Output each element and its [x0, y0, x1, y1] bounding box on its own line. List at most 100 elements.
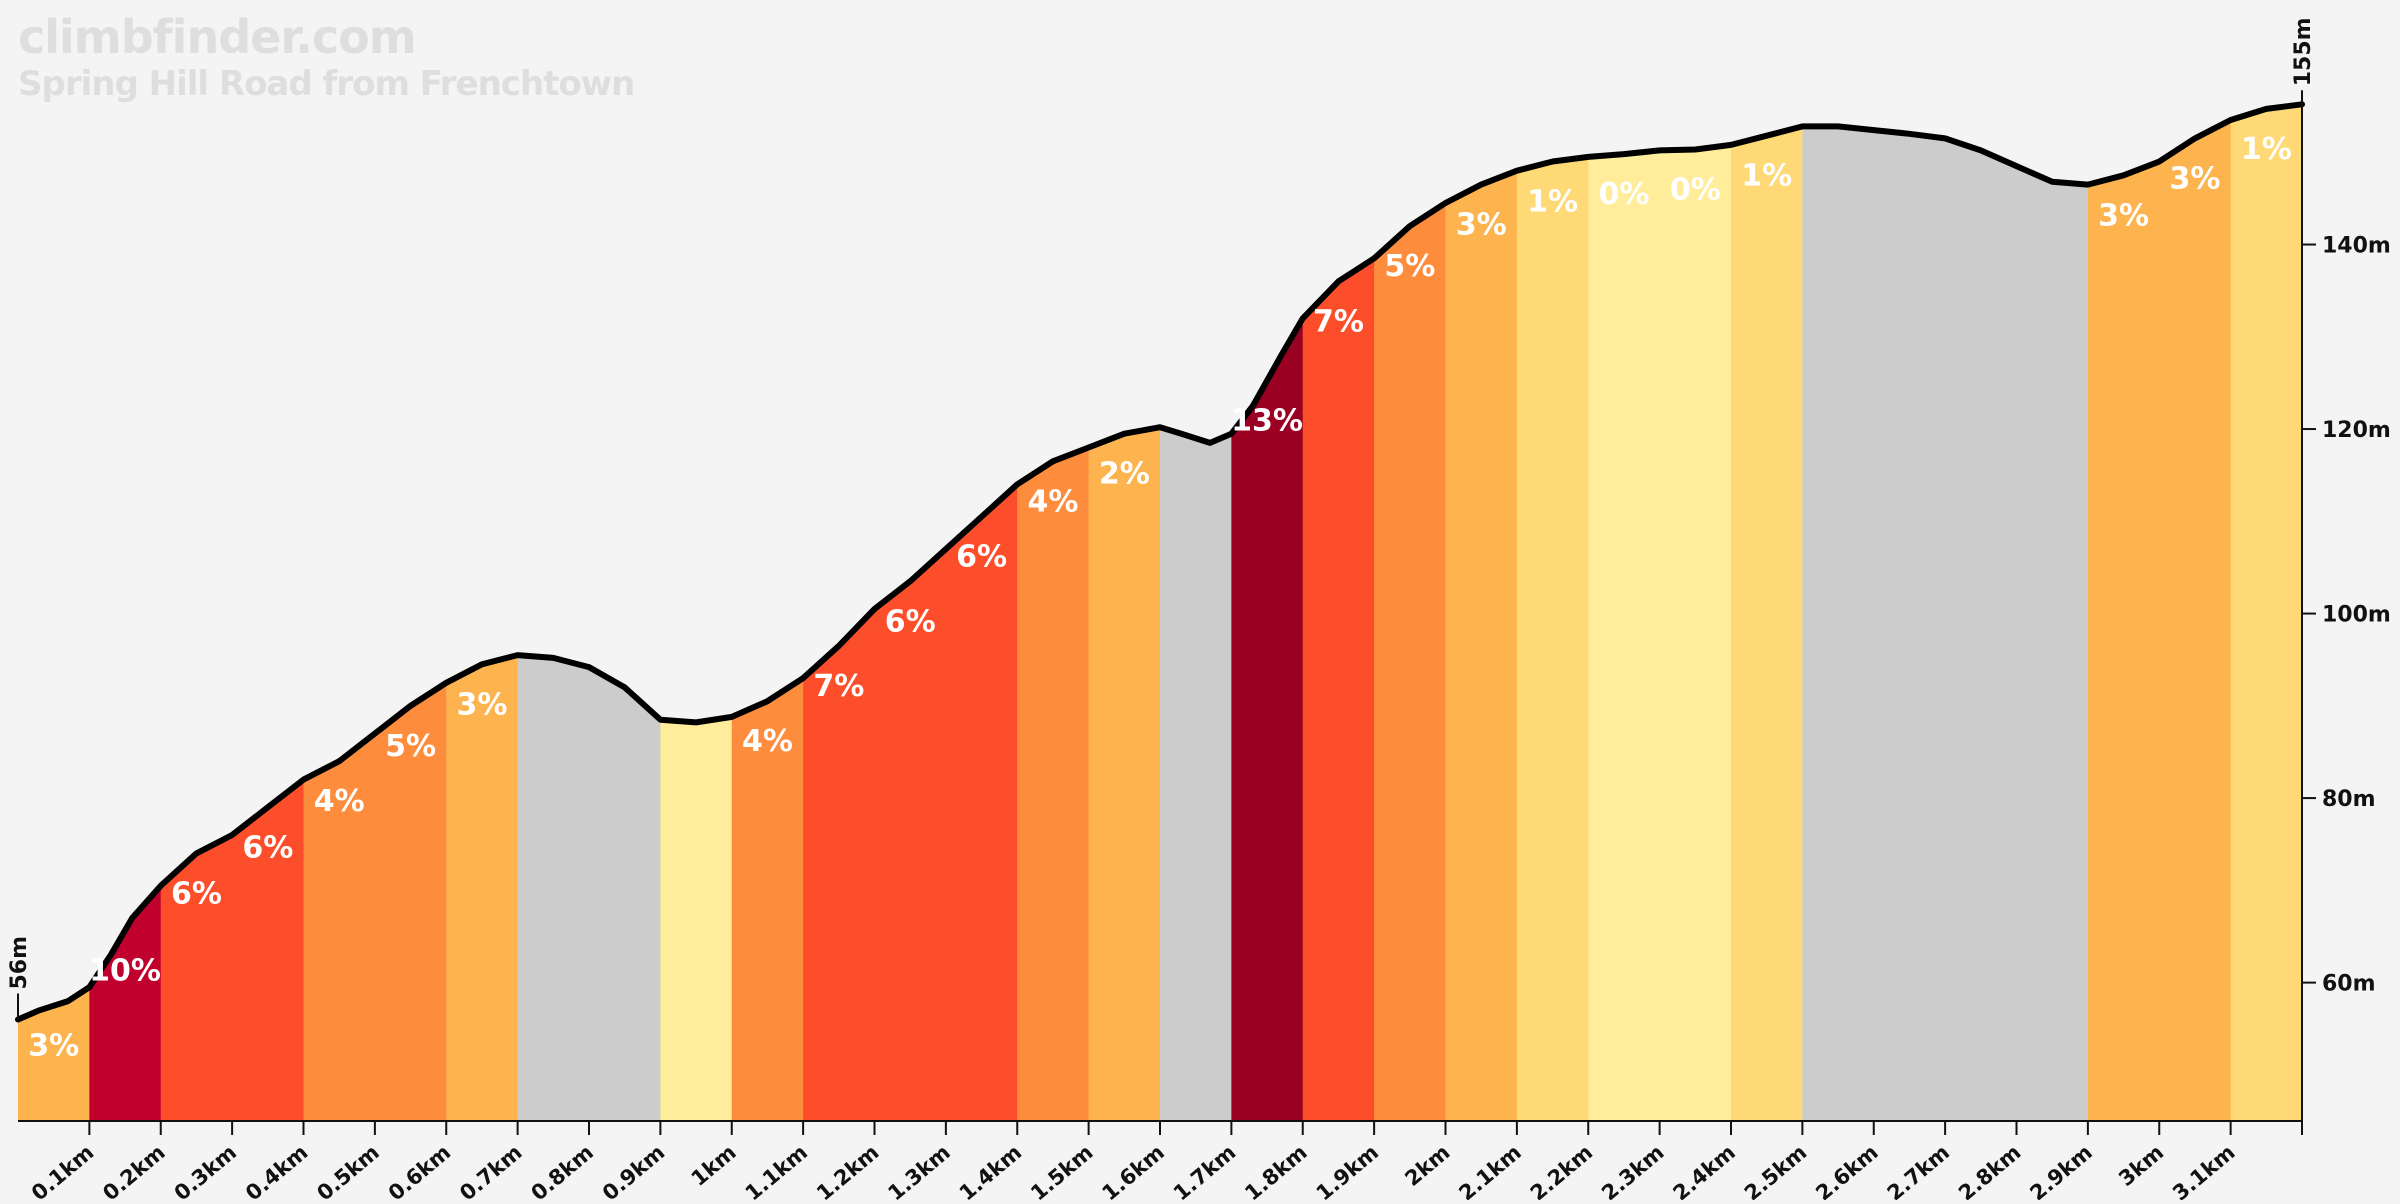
x-tick-label-3: 0.3km	[170, 1140, 241, 1200]
x-tick-label-27: 2.7km	[1883, 1140, 1954, 1200]
gradient-label-23: 0%	[1598, 177, 1649, 212]
gradient-labels: 3% 10% 6% 6% 4% 5% 3% 4% 7% 6% 6% 4% 2% 13% 7% 5% 3% 1% 0%…	[28, 132, 2292, 1064]
x-tick-label-13: 1.3km	[883, 1140, 954, 1200]
x-tick-label-8: 0.8km	[527, 1140, 598, 1200]
x-tick-label-4: 0.4km	[241, 1140, 312, 1200]
gradient-label-24: 0%	[1670, 172, 1721, 207]
gradient-segment-21	[1445, 104, 1518, 1121]
gradient-label-1: 3%	[28, 1029, 79, 1064]
x-tick-label-1: 0.1km	[27, 1140, 98, 1200]
x-tick-label-6: 0.6km	[384, 1140, 455, 1200]
gradient-label-16: 2%	[1099, 457, 1150, 492]
y-tick-label-2: 80m	[2322, 787, 2376, 812]
gradient-segment-4	[232, 104, 304, 1121]
gradient-segment-18	[1231, 104, 1304, 1121]
gradient-label-7: 3%	[456, 687, 507, 722]
gradient-segment-22	[1516, 104, 1589, 1121]
x-tick-label-10: 1km	[687, 1140, 741, 1191]
gradient-segment-30	[2087, 104, 2160, 1121]
gradient-label-15: 4%	[1027, 484, 1078, 519]
gradient-label-18: 13%	[1231, 404, 1303, 439]
gradient-segment-28	[1945, 104, 2017, 1121]
gradient-label-30: 3%	[2098, 198, 2149, 233]
gradient-segment-27	[1873, 104, 1946, 1121]
gradient-label-6: 5%	[385, 729, 436, 764]
gradient-segment-12	[803, 104, 875, 1121]
gradient-label-20: 5%	[1384, 249, 1435, 284]
gradient-segment-14	[945, 104, 1018, 1121]
gradient-label-22: 1%	[1527, 184, 1578, 219]
gradient-label-32: 1%	[2241, 132, 2292, 167]
gradient-segment-20	[1374, 104, 1446, 1121]
brand-watermark: climbfinder.com Spring Hill Road from Fr…	[18, 10, 635, 104]
x-tick-label-23: 2.3km	[1597, 1140, 1668, 1200]
gradient-label-21: 3%	[1456, 208, 1507, 243]
gradient-segment-11	[731, 104, 804, 1121]
x-tick-label-24: 2.4km	[1669, 1140, 1740, 1200]
x-tick-label-21: 2.1km	[1454, 1140, 1525, 1200]
y-tick-label-3: 100m	[2322, 603, 2391, 628]
gradient-segment-6	[374, 104, 447, 1121]
gradient-label-14: 6%	[956, 540, 1007, 575]
x-tick-label-18: 1.8km	[1240, 1140, 1311, 1200]
gradient-label-11: 4%	[742, 724, 793, 759]
y-tick-label-1: 60m	[2322, 972, 2376, 997]
y-axis: 60m 80m 100m 120m 140m	[2301, 104, 2391, 1121]
gradient-segment-7	[446, 104, 519, 1121]
gradient-segment-31	[2159, 104, 2232, 1121]
gradient-segment-8	[517, 104, 590, 1121]
gradient-segment-32	[2230, 104, 2302, 1121]
x-tick-label-22: 2.2km	[1526, 1140, 1597, 1200]
x-tick-label-25: 2.5km	[1740, 1140, 1811, 1200]
x-tick-label-19: 1.9km	[1312, 1140, 1383, 1200]
gradient-label-31: 3%	[2169, 161, 2220, 196]
x-tick-label-17: 1.7km	[1169, 1140, 1240, 1200]
x-tick-label-16: 1.6km	[1098, 1140, 1169, 1200]
x-tick-label-11: 1.1km	[741, 1140, 812, 1200]
gradient-label-12: 7%	[813, 669, 864, 704]
start-elevation-label: 56m	[7, 936, 32, 990]
end-markers: 56m 155m	[7, 17, 2316, 1020]
x-tick-label-9: 0.9km	[598, 1140, 669, 1200]
gradient-segments	[18, 104, 2302, 1121]
gradient-segment-23	[1588, 104, 1661, 1121]
x-tick-label-30: 3km	[2114, 1140, 2168, 1191]
gradient-label-2: 10%	[89, 953, 161, 988]
x-tick-label-28: 2.8km	[1954, 1140, 2025, 1200]
x-tick-label-15: 1.5km	[1026, 1140, 1097, 1200]
gradient-segment-16	[1088, 104, 1161, 1121]
gradient-segment-26	[1802, 104, 1875, 1121]
x-tick-label-29: 2.9km	[2025, 1140, 2096, 1200]
site-name: climbfinder.com	[18, 10, 417, 64]
x-tick-label-12: 1.2km	[812, 1140, 883, 1200]
gradient-label-13: 6%	[885, 604, 936, 639]
gradient-label-4: 6%	[242, 830, 293, 865]
end-elevation-label: 155m	[2291, 17, 2316, 86]
x-axis: 0.1km 0.2km 0.3km 0.4km 0.5km 0.6km 0.7km 0.8km…	[18, 1120, 2303, 1204]
climb-title: Spring Hill Road from Frenchtown	[18, 64, 635, 104]
x-tick-label-26: 2.6km	[1811, 1140, 1882, 1200]
gradient-segment-25	[1731, 104, 1803, 1121]
gradient-segment-5	[303, 104, 376, 1121]
gradient-segment-29	[2016, 104, 2089, 1121]
gradient-segment-9	[589, 104, 661, 1121]
y-tick-label-4: 120m	[2322, 418, 2391, 443]
x-tick-label-2: 0.2km	[98, 1140, 169, 1200]
gradient-label-25: 1%	[1741, 159, 1792, 194]
gradient-segment-24	[1659, 104, 1732, 1121]
y-tick-label-5: 140m	[2322, 234, 2391, 259]
elevation-line	[15, 101, 2305, 1023]
gradient-segment-15	[1017, 104, 1090, 1121]
x-tick-label-31: 3.1km	[2168, 1140, 2239, 1200]
gradient-segment-17	[1160, 104, 1232, 1121]
x-tick-label-5: 0.5km	[312, 1140, 383, 1200]
gradient-label-5: 4%	[314, 784, 365, 819]
gradient-label-19: 7%	[1313, 304, 1364, 339]
gradient-label-3: 6%	[171, 876, 222, 911]
x-tick-label-14: 1.4km	[955, 1140, 1026, 1200]
gradient-segment-10	[660, 104, 733, 1121]
x-tick-label-20: 2km	[1400, 1140, 1454, 1191]
gradient-segment-3	[160, 104, 233, 1121]
